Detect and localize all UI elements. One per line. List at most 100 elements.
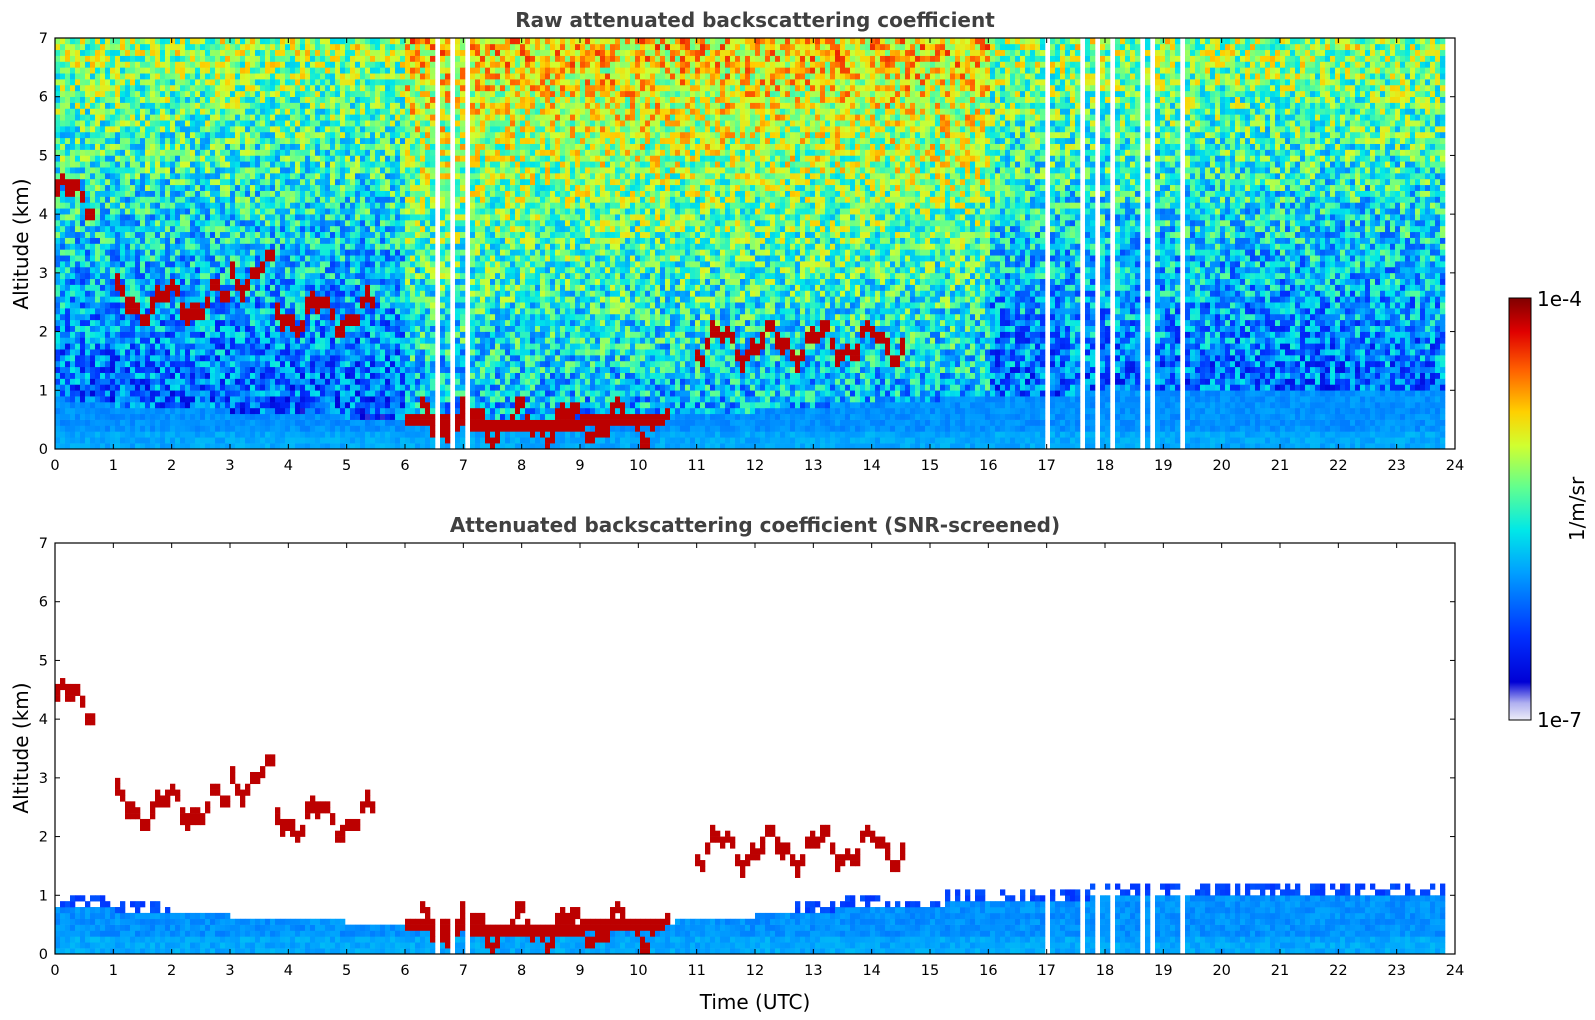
heatmap-cell bbox=[400, 67, 406, 74]
heatmap-cell bbox=[330, 161, 336, 168]
heatmap-cell bbox=[170, 55, 176, 62]
heatmap-cell bbox=[90, 366, 96, 373]
heatmap-cell bbox=[385, 43, 391, 51]
heatmap-cell bbox=[280, 55, 286, 62]
heatmap-cell bbox=[60, 38, 66, 45]
heatmap-cell bbox=[150, 90, 156, 98]
heatmap-cell bbox=[170, 96, 176, 103]
heatmap-cell bbox=[255, 255, 261, 262]
heatmap-cell bbox=[200, 90, 206, 98]
heatmap-cell bbox=[275, 261, 281, 268]
heatmap-cell bbox=[315, 178, 321, 186]
heatmap-cell bbox=[135, 266, 141, 274]
heatmap-cell bbox=[395, 96, 401, 103]
heatmap-cell bbox=[165, 120, 171, 127]
heatmap-cell bbox=[330, 366, 336, 373]
heatmap-cell bbox=[245, 343, 251, 350]
heatmap-cell bbox=[280, 378, 286, 385]
heatmap-cell bbox=[185, 114, 191, 121]
heatmap-cell bbox=[320, 196, 326, 203]
heatmap-cell bbox=[265, 378, 271, 385]
heatmap-cell bbox=[190, 73, 196, 80]
heatmap-cell bbox=[335, 266, 341, 274]
heatmap-cell bbox=[240, 108, 246, 115]
heatmap-cell bbox=[285, 114, 291, 121]
heatmap-cell bbox=[385, 84, 391, 92]
heatmap-cell bbox=[300, 407, 306, 415]
heatmap-cell bbox=[385, 337, 391, 344]
heatmap-cell bbox=[215, 343, 221, 350]
heatmap-cell bbox=[140, 378, 146, 385]
heatmap-cell bbox=[145, 79, 151, 86]
heatmap-cell bbox=[165, 190, 171, 197]
heatmap-cell bbox=[155, 143, 161, 150]
heatmap-cell bbox=[250, 319, 256, 326]
heatmap-cell bbox=[130, 184, 136, 191]
heatmap-cell bbox=[350, 237, 356, 244]
heatmap-cell bbox=[130, 126, 136, 133]
heatmap-cell bbox=[225, 261, 231, 268]
heatmap-cell bbox=[305, 220, 311, 227]
heatmap-cell bbox=[225, 413, 231, 420]
heatmap-cell bbox=[370, 278, 376, 285]
heatmap-cell bbox=[65, 67, 71, 74]
heatmap-cell bbox=[280, 137, 286, 144]
heatmap-cell bbox=[410, 443, 416, 449]
heatmap-cell bbox=[315, 313, 321, 321]
heatmap-cell bbox=[175, 308, 181, 315]
heatmap-cell bbox=[80, 319, 86, 326]
heatmap-cell bbox=[355, 396, 361, 403]
heatmap-cell bbox=[85, 378, 91, 385]
heatmap-cell bbox=[165, 178, 171, 186]
heatmap-cell bbox=[205, 202, 211, 209]
heatmap-cell bbox=[145, 337, 151, 344]
heatmap-cell bbox=[395, 84, 401, 92]
heatmap-cell bbox=[55, 407, 61, 415]
heatmap-cell bbox=[90, 84, 96, 92]
heatmap-cell bbox=[115, 73, 121, 80]
heatmap-cell bbox=[225, 308, 231, 315]
heatmap-cell bbox=[220, 225, 226, 233]
heatmap-cell bbox=[205, 413, 211, 420]
heatmap-cell bbox=[115, 313, 121, 321]
heatmap-cell bbox=[255, 296, 261, 303]
heatmap-cell bbox=[370, 67, 376, 74]
heatmap-cell bbox=[335, 67, 341, 74]
heatmap-cell bbox=[320, 331, 326, 338]
heatmap-cell bbox=[110, 302, 116, 309]
heatmap-cell bbox=[235, 437, 241, 444]
heatmap-cell bbox=[300, 255, 306, 262]
heatmap-cell bbox=[70, 337, 76, 344]
heatmap-cell bbox=[235, 278, 241, 285]
heatmap-cell bbox=[190, 261, 196, 268]
heatmap-cell bbox=[80, 325, 86, 332]
heatmap-cell bbox=[80, 79, 86, 86]
heatmap-cell bbox=[115, 325, 121, 332]
heatmap-cell bbox=[110, 325, 116, 332]
heatmap-cell bbox=[270, 102, 276, 109]
heatmap-cell bbox=[185, 290, 191, 297]
heatmap-cell bbox=[305, 167, 311, 174]
heatmap-cell bbox=[150, 266, 156, 274]
heatmap-cell bbox=[235, 79, 241, 86]
heatmap-cell bbox=[165, 296, 171, 303]
heatmap-cell bbox=[185, 343, 191, 350]
heatmap-cell bbox=[275, 255, 281, 262]
heatmap-cell bbox=[310, 49, 316, 56]
heatmap-cell bbox=[395, 407, 401, 415]
heatmap-cell bbox=[285, 167, 291, 174]
heatmap-cell bbox=[160, 214, 166, 221]
heatmap-cell bbox=[350, 372, 356, 379]
heatmap-cell bbox=[70, 38, 76, 45]
heatmap-cell bbox=[330, 255, 336, 262]
heatmap-cell bbox=[155, 272, 161, 280]
heatmap-cell bbox=[220, 43, 226, 51]
heatmap-cell bbox=[95, 407, 101, 415]
heatmap-cell bbox=[215, 372, 221, 379]
heatmap-cell bbox=[200, 225, 206, 233]
heatmap-cell bbox=[160, 313, 166, 321]
heatmap-cell bbox=[285, 355, 291, 362]
heatmap-cell bbox=[355, 90, 361, 98]
heatmap-cell bbox=[150, 161, 156, 168]
heatmap-cell bbox=[370, 437, 376, 444]
